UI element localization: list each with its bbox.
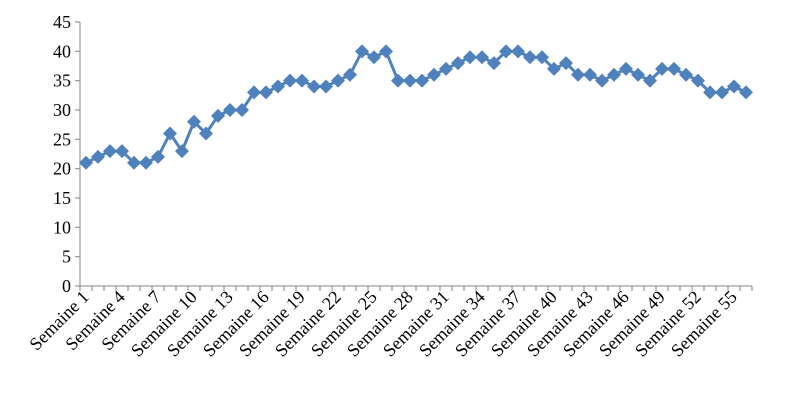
marker [463, 50, 477, 65]
marker [247, 85, 261, 100]
marker [403, 73, 417, 88]
marker [451, 56, 465, 71]
marker [475, 50, 489, 65]
marker [355, 44, 369, 59]
marker [643, 73, 657, 88]
y-tick-label: 10 [53, 217, 71, 237]
marker [655, 61, 669, 76]
marker [379, 44, 393, 59]
marker [583, 67, 597, 82]
marker [187, 114, 201, 129]
marker [667, 61, 681, 76]
marker [727, 79, 741, 94]
marker [535, 50, 549, 65]
marker [115, 144, 129, 159]
y-tick-label: 20 [53, 159, 71, 179]
marker [235, 103, 249, 117]
marker [103, 144, 117, 159]
y-tick-label: 0 [62, 276, 71, 296]
marker [211, 108, 225, 123]
marker [691, 73, 705, 88]
marker [715, 85, 729, 100]
y-tick-label: 30 [53, 100, 71, 120]
marker [283, 73, 297, 88]
marker [523, 50, 537, 65]
marker [439, 61, 453, 76]
marker [175, 144, 189, 159]
marker [607, 67, 621, 82]
y-tick-label: 5 [62, 247, 71, 267]
y-tick-label: 15 [53, 188, 71, 208]
y-tick-label: 25 [53, 129, 71, 149]
marker [259, 85, 273, 100]
marker [271, 79, 285, 94]
marker [703, 85, 717, 100]
marker [223, 103, 237, 117]
marker [739, 85, 753, 100]
marker [547, 61, 561, 76]
marker [415, 73, 429, 88]
marker [391, 73, 405, 88]
marker [619, 61, 633, 76]
marker [427, 67, 441, 82]
marker [127, 155, 141, 170]
marker [595, 73, 609, 88]
marker [487, 56, 501, 71]
marker [295, 73, 309, 88]
marker [319, 79, 333, 94]
marker [679, 67, 693, 82]
marker [331, 73, 345, 88]
y-tick-label: 35 [53, 71, 71, 91]
y-tick-label: 45 [53, 12, 71, 32]
marker [511, 44, 525, 59]
marker [151, 149, 165, 164]
marker [571, 67, 585, 82]
marker [559, 56, 573, 71]
marker [631, 67, 645, 82]
marker [163, 126, 177, 141]
marker [91, 149, 105, 164]
marker [343, 67, 357, 82]
marker [139, 155, 153, 170]
marker [367, 50, 381, 65]
marker [307, 79, 321, 94]
marker [499, 44, 513, 59]
y-tick-label: 40 [53, 41, 71, 61]
marker [199, 126, 213, 141]
marker [79, 155, 93, 170]
line [85, 49, 747, 165]
